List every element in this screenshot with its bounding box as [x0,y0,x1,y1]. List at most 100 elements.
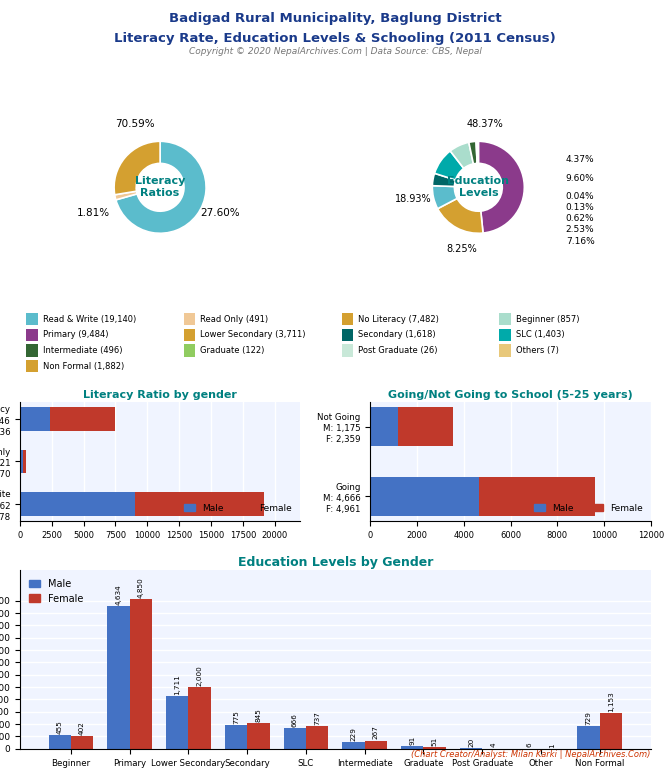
Text: 2.53%: 2.53% [566,225,594,234]
Text: Literacy Rate, Education Levels & Schooling (2011 Census): Literacy Rate, Education Levels & School… [114,32,556,45]
Bar [424,747,446,749]
Bar [27,360,38,372]
Text: 6: 6 [527,743,533,747]
Text: 7.16%: 7.16% [566,237,594,246]
Bar [184,329,195,341]
Bar [71,737,93,749]
Bar [342,344,353,356]
Bar [578,727,600,749]
Wedge shape [115,191,137,200]
Wedge shape [438,198,483,233]
Text: 1,711: 1,711 [174,674,180,695]
Bar [342,329,353,341]
Wedge shape [116,141,206,233]
Bar [27,329,38,341]
Bar [108,606,129,749]
Bar [50,407,116,431]
Text: 18.93%: 18.93% [394,194,432,204]
Text: 0.13%: 0.13% [566,204,594,213]
Wedge shape [469,141,477,164]
Text: 2,000: 2,000 [197,665,203,686]
Title: Education Levels by Gender: Education Levels by Gender [238,556,433,569]
Text: Graduate (122): Graduate (122) [201,346,265,355]
Text: Primary (9,484): Primary (9,484) [42,330,108,339]
Bar [166,696,189,749]
Text: 4: 4 [491,743,497,747]
Text: No Literacy (7,482): No Literacy (7,482) [358,315,439,324]
Text: 737: 737 [314,711,320,725]
Bar [499,313,511,326]
Wedge shape [476,141,478,164]
Text: 9.60%: 9.60% [566,174,594,183]
Text: Beginner (857): Beginner (857) [516,315,579,324]
Wedge shape [478,141,525,233]
Text: Copyright © 2020 NepalArchives.Com | Data Source: CBS, Nepal: Copyright © 2020 NepalArchives.Com | Dat… [189,48,482,56]
Text: 1: 1 [549,743,555,747]
Text: 70.59%: 70.59% [115,119,155,129]
Bar [225,725,247,749]
Bar [20,407,50,431]
Bar [135,492,264,515]
Text: 4.37%: 4.37% [566,155,594,164]
Text: 666: 666 [291,713,297,727]
Text: 1.81%: 1.81% [77,207,110,217]
Text: Badigad Rural Municipality, Baglung District: Badigad Rural Municipality, Baglung Dist… [169,12,501,25]
Text: 845: 845 [256,707,262,721]
Text: Non Formal (1,882): Non Formal (1,882) [42,362,124,371]
Bar [306,726,328,749]
Legend: Male, Female: Male, Female [531,501,646,517]
Title: Literacy Ratio by gender: Literacy Ratio by gender [83,389,237,399]
Text: (Chart Creator/Analyst: Milan Karki | NepalArchives.Com): (Chart Creator/Analyst: Milan Karki | Ne… [411,750,651,759]
Bar [27,344,38,356]
Text: Others (7): Others (7) [516,346,558,355]
Bar [189,687,210,749]
Text: 20: 20 [468,738,474,747]
Text: Post Graduate (26): Post Graduate (26) [358,346,438,355]
Bar [342,313,353,326]
Bar [20,450,23,473]
Bar [365,740,387,749]
Text: Read Only (491): Read Only (491) [201,315,268,324]
Text: Read & Write (19,140): Read & Write (19,140) [42,315,136,324]
Bar [499,344,511,356]
Bar [247,723,270,749]
Wedge shape [432,186,457,209]
Bar [27,313,38,326]
Text: 0.04%: 0.04% [566,192,594,201]
Text: 729: 729 [586,711,592,725]
Text: 0.62%: 0.62% [566,214,594,223]
Wedge shape [434,151,463,180]
Bar [284,728,306,749]
Text: 229: 229 [351,727,357,740]
Legend: Male, Female: Male, Female [180,501,295,517]
Bar [600,713,622,749]
Text: 91: 91 [409,736,415,745]
Wedge shape [450,142,473,168]
Legend: Male, Female: Male, Female [25,574,88,607]
Text: 455: 455 [56,720,63,733]
Bar [20,492,135,515]
Bar [343,742,365,749]
Bar [184,344,195,356]
Wedge shape [114,141,160,195]
Text: 267: 267 [373,726,379,740]
Text: 4,634: 4,634 [116,584,122,604]
Bar [499,329,511,341]
Bar [371,407,398,445]
Title: Going/Not Going to School (5-25 years): Going/Not Going to School (5-25 years) [388,389,633,399]
Bar [184,313,195,326]
Text: Secondary (1,618): Secondary (1,618) [358,330,436,339]
Text: Intermediate (496): Intermediate (496) [42,346,122,355]
Text: 1,153: 1,153 [608,691,614,712]
Text: Education
Levels: Education Levels [448,177,509,198]
Bar [479,477,596,515]
Text: 51: 51 [432,737,438,746]
Wedge shape [432,174,456,187]
Text: Lower Secondary (3,711): Lower Secondary (3,711) [201,330,306,339]
Bar [401,746,424,749]
Text: 27.60%: 27.60% [200,207,240,217]
Bar [371,477,479,515]
Text: 775: 775 [233,710,239,723]
Text: 48.37%: 48.37% [467,119,503,129]
Bar [48,735,71,749]
